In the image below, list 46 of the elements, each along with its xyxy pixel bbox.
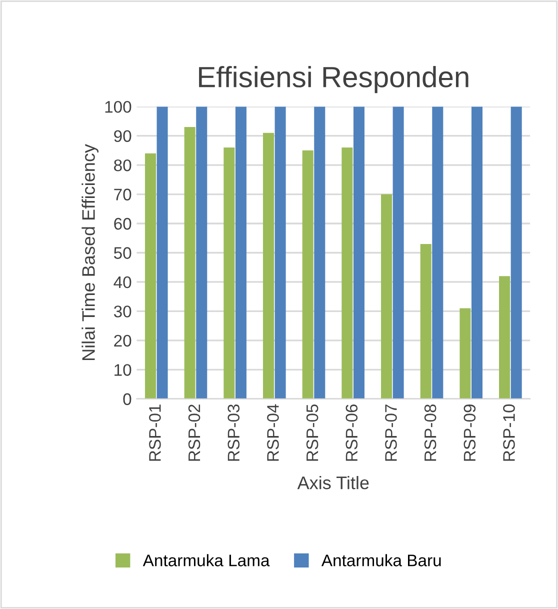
chart-title: Effisiensi Responden — [199, 66, 468, 94]
y-tick-label: 60 — [114, 218, 132, 230]
x-tick-label: RSP-01 — [149, 404, 161, 461]
y-axis-title: Nilai Time Based Efficiency — [82, 144, 98, 360]
bar — [196, 106, 208, 399]
bar — [381, 194, 392, 399]
x-tick-label: RSP-03 — [228, 404, 240, 461]
y-tick-label: 50 — [114, 247, 132, 259]
y-tick-label: 100 — [105, 100, 132, 113]
bar — [432, 106, 444, 399]
legend-label: Antarmuka Baru — [321, 554, 441, 566]
bar — [314, 106, 326, 399]
x-tick-label: RSP-04 — [267, 404, 279, 461]
x-tick-label: RSP-08 — [424, 404, 436, 461]
legend-label: Antarmuka Lama — [142, 554, 270, 566]
x-tick-label: RSP-06 — [346, 404, 358, 461]
y-tick-label: 80 — [114, 159, 132, 172]
bar — [235, 106, 246, 399]
bar — [499, 276, 510, 399]
x-axis-title: Axis Title — [297, 476, 369, 490]
bar — [353, 106, 364, 399]
bar — [144, 153, 156, 399]
bar — [156, 106, 168, 399]
x-tick-label: RSP-07 — [385, 404, 397, 461]
y-tick-label: 10 — [114, 364, 132, 376]
bar — [471, 106, 482, 399]
bar — [302, 150, 314, 399]
bar — [510, 106, 522, 399]
y-tick-label: 0 — [123, 393, 132, 406]
x-tick-label: RSP-09 — [464, 404, 476, 461]
bar — [184, 127, 196, 399]
bar — [262, 132, 274, 399]
bar — [420, 244, 432, 399]
y-tick-label: 40 — [114, 276, 132, 288]
bar — [274, 106, 286, 399]
y-tick-label: 30 — [114, 306, 132, 318]
x-tick-label: RSP-05 — [306, 404, 318, 461]
bar — [392, 106, 404, 399]
x-tick-label: RSP-02 — [188, 404, 200, 461]
x-tick-label: RSP-10 — [503, 404, 515, 461]
bar — [460, 308, 471, 399]
bar — [224, 148, 235, 399]
y-tick-label: 20 — [114, 334, 132, 347]
bar — [342, 148, 353, 399]
y-tick-label: 90 — [114, 130, 132, 142]
y-tick-label: 70 — [114, 188, 132, 200]
